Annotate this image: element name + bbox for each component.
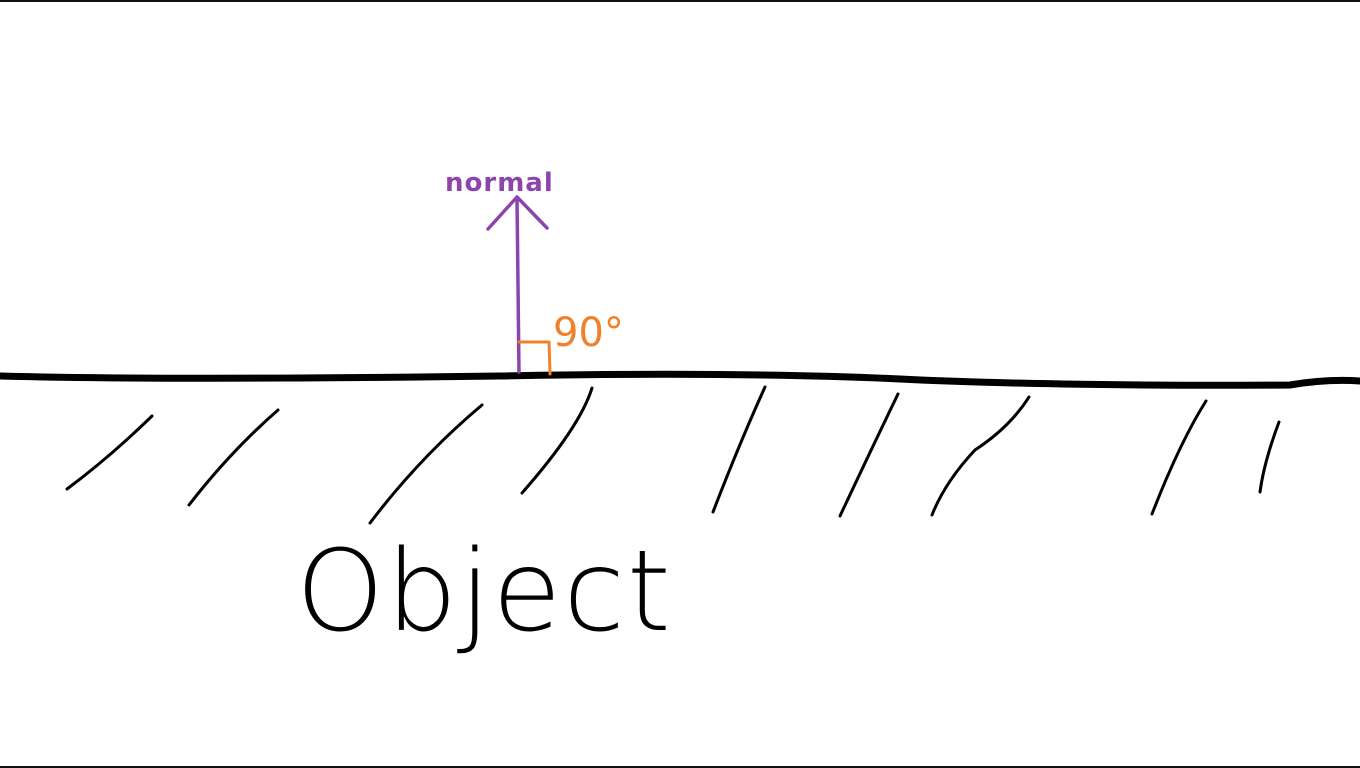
hatch-mark (65, 414, 154, 491)
surface-hatching (65, 385, 1281, 525)
right-angle-marker (517, 340, 552, 376)
hatch-mark (1258, 420, 1281, 494)
hatch-mark (187, 408, 280, 507)
normal-arrow (486, 195, 549, 374)
hatch-mark (368, 403, 484, 525)
normal-arrow-shaft (515, 196, 521, 374)
normal-label: normal (445, 168, 554, 198)
hatch-mark (711, 385, 767, 514)
surface-line (0, 370, 1360, 389)
hatch-mark (520, 386, 594, 495)
hatch-mark (838, 392, 900, 518)
hatch-mark (1150, 399, 1208, 516)
object-label: Object (296, 527, 673, 657)
normal-arrow-head (486, 195, 549, 231)
angle-label: 90° (553, 310, 624, 356)
hatch-mark (930, 395, 1031, 517)
